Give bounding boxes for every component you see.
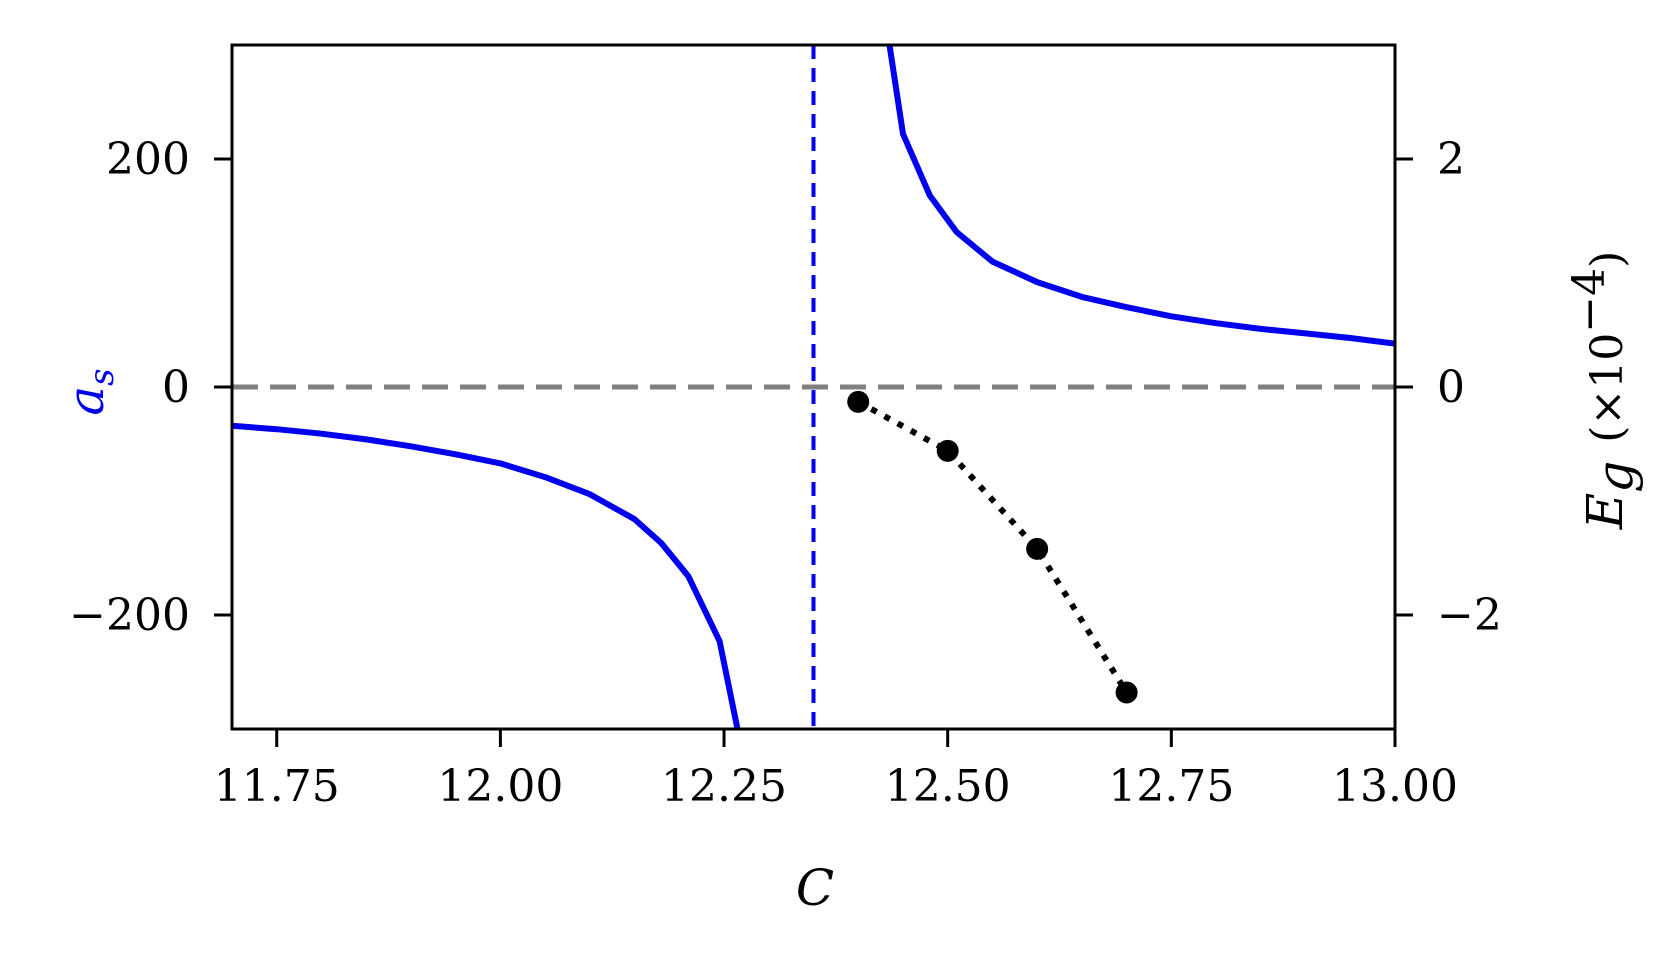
y-right-axis-title-sub: g xyxy=(1586,461,1644,493)
y-left-axis-title-main: a xyxy=(57,386,115,416)
x-tick-label: 12.25 xyxy=(661,761,787,812)
x-tick-label: 12.50 xyxy=(885,761,1011,812)
y-right-tick-label: 0 xyxy=(1437,362,1465,413)
y-right-axis-title-exponent: −4 xyxy=(1564,268,1615,333)
y-right-tick-label: 2 xyxy=(1437,134,1465,185)
x-tick-label: 11.75 xyxy=(214,761,340,812)
y-right-axis-title-main: E xyxy=(1576,493,1634,531)
x-axis-title: C xyxy=(796,859,834,917)
series-line-2 xyxy=(886,45,1395,347)
y-left-axis-title-sub: s xyxy=(82,368,122,385)
series-3-point xyxy=(847,390,870,413)
series-line-3 xyxy=(856,399,1130,695)
y-right-tick-label: −2 xyxy=(1437,590,1502,641)
series-line-1 xyxy=(232,422,741,729)
y-right-axis-title: Eg (×10−4) xyxy=(1564,251,1644,531)
ticks-group: 11.75 12.00 12.25 12.50 12.75 13.00 −200 0 200 −2… xyxy=(69,134,1502,812)
series-3-point xyxy=(1026,537,1049,560)
series-group xyxy=(232,45,1395,729)
x-tick-label: 12.00 xyxy=(437,761,563,812)
series-3-point xyxy=(936,439,959,462)
y-right-axis-title-close: ) xyxy=(1582,251,1633,268)
reference-lines xyxy=(232,45,1395,729)
x-tick-label: 12.75 xyxy=(1108,761,1234,812)
y-left-axis-title: as xyxy=(57,368,122,415)
y-left-tick-label: 0 xyxy=(162,362,190,413)
series-3-point xyxy=(1115,681,1138,704)
x-tick-label: 13.00 xyxy=(1332,761,1458,812)
y-left-tick-label: 200 xyxy=(106,134,190,185)
y-left-tick-label: −200 xyxy=(69,590,190,641)
y-right-axis-title-multiplier: (×10 xyxy=(1582,333,1633,443)
